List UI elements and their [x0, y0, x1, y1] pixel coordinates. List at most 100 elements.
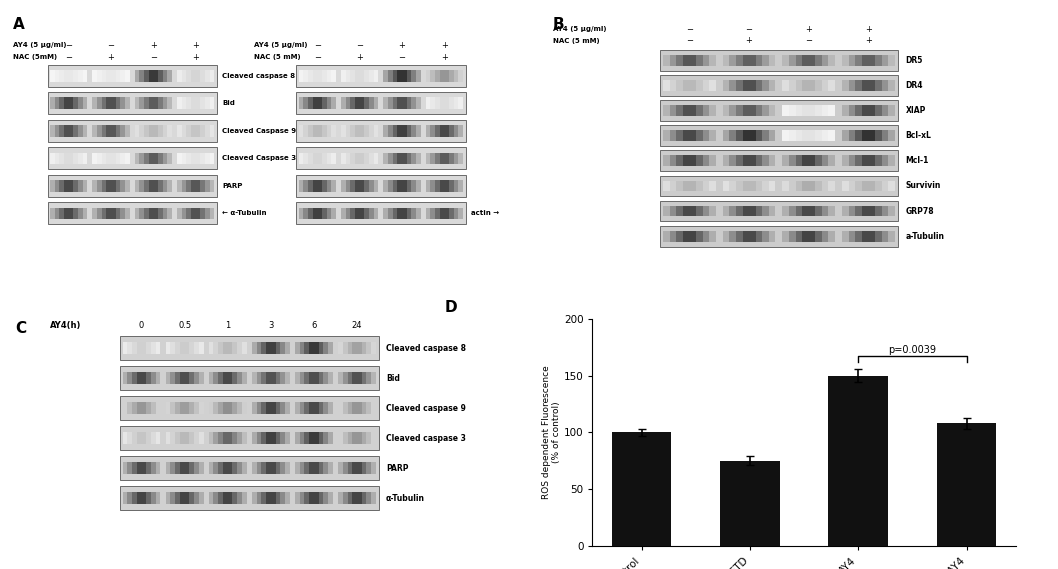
- Bar: [153, 152, 158, 164]
- Bar: [186, 180, 191, 192]
- Bar: [151, 432, 156, 444]
- Bar: [275, 402, 280, 414]
- Bar: [196, 70, 200, 81]
- Bar: [398, 152, 402, 164]
- Bar: [346, 208, 350, 219]
- Bar: [796, 180, 802, 191]
- Bar: [158, 152, 163, 164]
- Bar: [881, 55, 888, 65]
- Bar: [371, 372, 376, 384]
- Bar: [875, 105, 881, 116]
- Bar: [127, 492, 132, 505]
- Bar: [431, 152, 435, 164]
- Bar: [191, 180, 196, 192]
- Bar: [92, 125, 97, 137]
- Bar: [855, 55, 862, 65]
- Bar: [102, 125, 107, 137]
- Bar: [816, 55, 822, 65]
- Bar: [271, 432, 275, 444]
- Bar: [166, 462, 170, 475]
- Bar: [402, 208, 406, 219]
- Bar: [696, 55, 703, 65]
- Bar: [305, 342, 309, 354]
- Bar: [357, 342, 362, 354]
- Bar: [762, 80, 769, 90]
- Bar: [182, 152, 186, 164]
- Bar: [308, 125, 313, 137]
- Bar: [769, 231, 776, 242]
- Bar: [318, 342, 324, 354]
- Text: Mcl-1: Mcl-1: [906, 156, 929, 166]
- Bar: [140, 152, 144, 164]
- Bar: [355, 125, 360, 137]
- Bar: [140, 125, 144, 137]
- Bar: [305, 402, 309, 414]
- Bar: [696, 180, 703, 191]
- Bar: [142, 492, 146, 505]
- Bar: [205, 97, 209, 109]
- Bar: [317, 97, 322, 109]
- Bar: [120, 426, 379, 450]
- Bar: [304, 152, 308, 164]
- Bar: [65, 152, 69, 164]
- Bar: [170, 432, 176, 444]
- Bar: [339, 492, 343, 505]
- Bar: [83, 70, 88, 81]
- Bar: [743, 130, 749, 141]
- Bar: [324, 402, 328, 414]
- Text: 0.5: 0.5: [178, 321, 191, 330]
- Bar: [431, 125, 435, 137]
- Bar: [299, 492, 305, 505]
- Bar: [875, 206, 881, 216]
- Bar: [125, 97, 130, 109]
- Bar: [237, 342, 242, 354]
- Bar: [343, 402, 347, 414]
- Bar: [355, 208, 360, 219]
- Bar: [402, 180, 406, 192]
- Text: −: −: [805, 36, 813, 46]
- Bar: [440, 208, 444, 219]
- Bar: [322, 152, 327, 164]
- Bar: [167, 70, 172, 81]
- Bar: [364, 70, 369, 81]
- Bar: [142, 432, 146, 444]
- Bar: [132, 402, 136, 414]
- Bar: [170, 372, 176, 384]
- Bar: [828, 105, 835, 116]
- Bar: [802, 231, 808, 242]
- Bar: [233, 432, 237, 444]
- Bar: [373, 70, 379, 81]
- Bar: [186, 208, 191, 219]
- Bar: [317, 180, 322, 192]
- Bar: [299, 462, 305, 475]
- Bar: [123, 372, 127, 384]
- Bar: [209, 152, 215, 164]
- Text: A: A: [13, 17, 25, 32]
- Bar: [280, 402, 285, 414]
- Bar: [252, 342, 257, 354]
- Bar: [341, 70, 346, 81]
- Bar: [314, 492, 318, 505]
- Bar: [366, 462, 371, 475]
- Text: −: −: [746, 24, 752, 34]
- Bar: [121, 125, 125, 137]
- Bar: [189, 492, 194, 505]
- Bar: [121, 208, 125, 219]
- Bar: [875, 55, 881, 65]
- Bar: [723, 155, 729, 166]
- Bar: [218, 372, 223, 384]
- Bar: [663, 206, 670, 216]
- Bar: [808, 130, 816, 141]
- Bar: [855, 206, 862, 216]
- Bar: [205, 70, 209, 81]
- Bar: [406, 180, 412, 192]
- Bar: [102, 180, 107, 192]
- Bar: [769, 206, 776, 216]
- Bar: [888, 55, 895, 65]
- Bar: [769, 55, 776, 65]
- Bar: [233, 342, 237, 354]
- Bar: [364, 208, 369, 219]
- Bar: [158, 208, 163, 219]
- Bar: [412, 125, 416, 137]
- Bar: [146, 492, 151, 505]
